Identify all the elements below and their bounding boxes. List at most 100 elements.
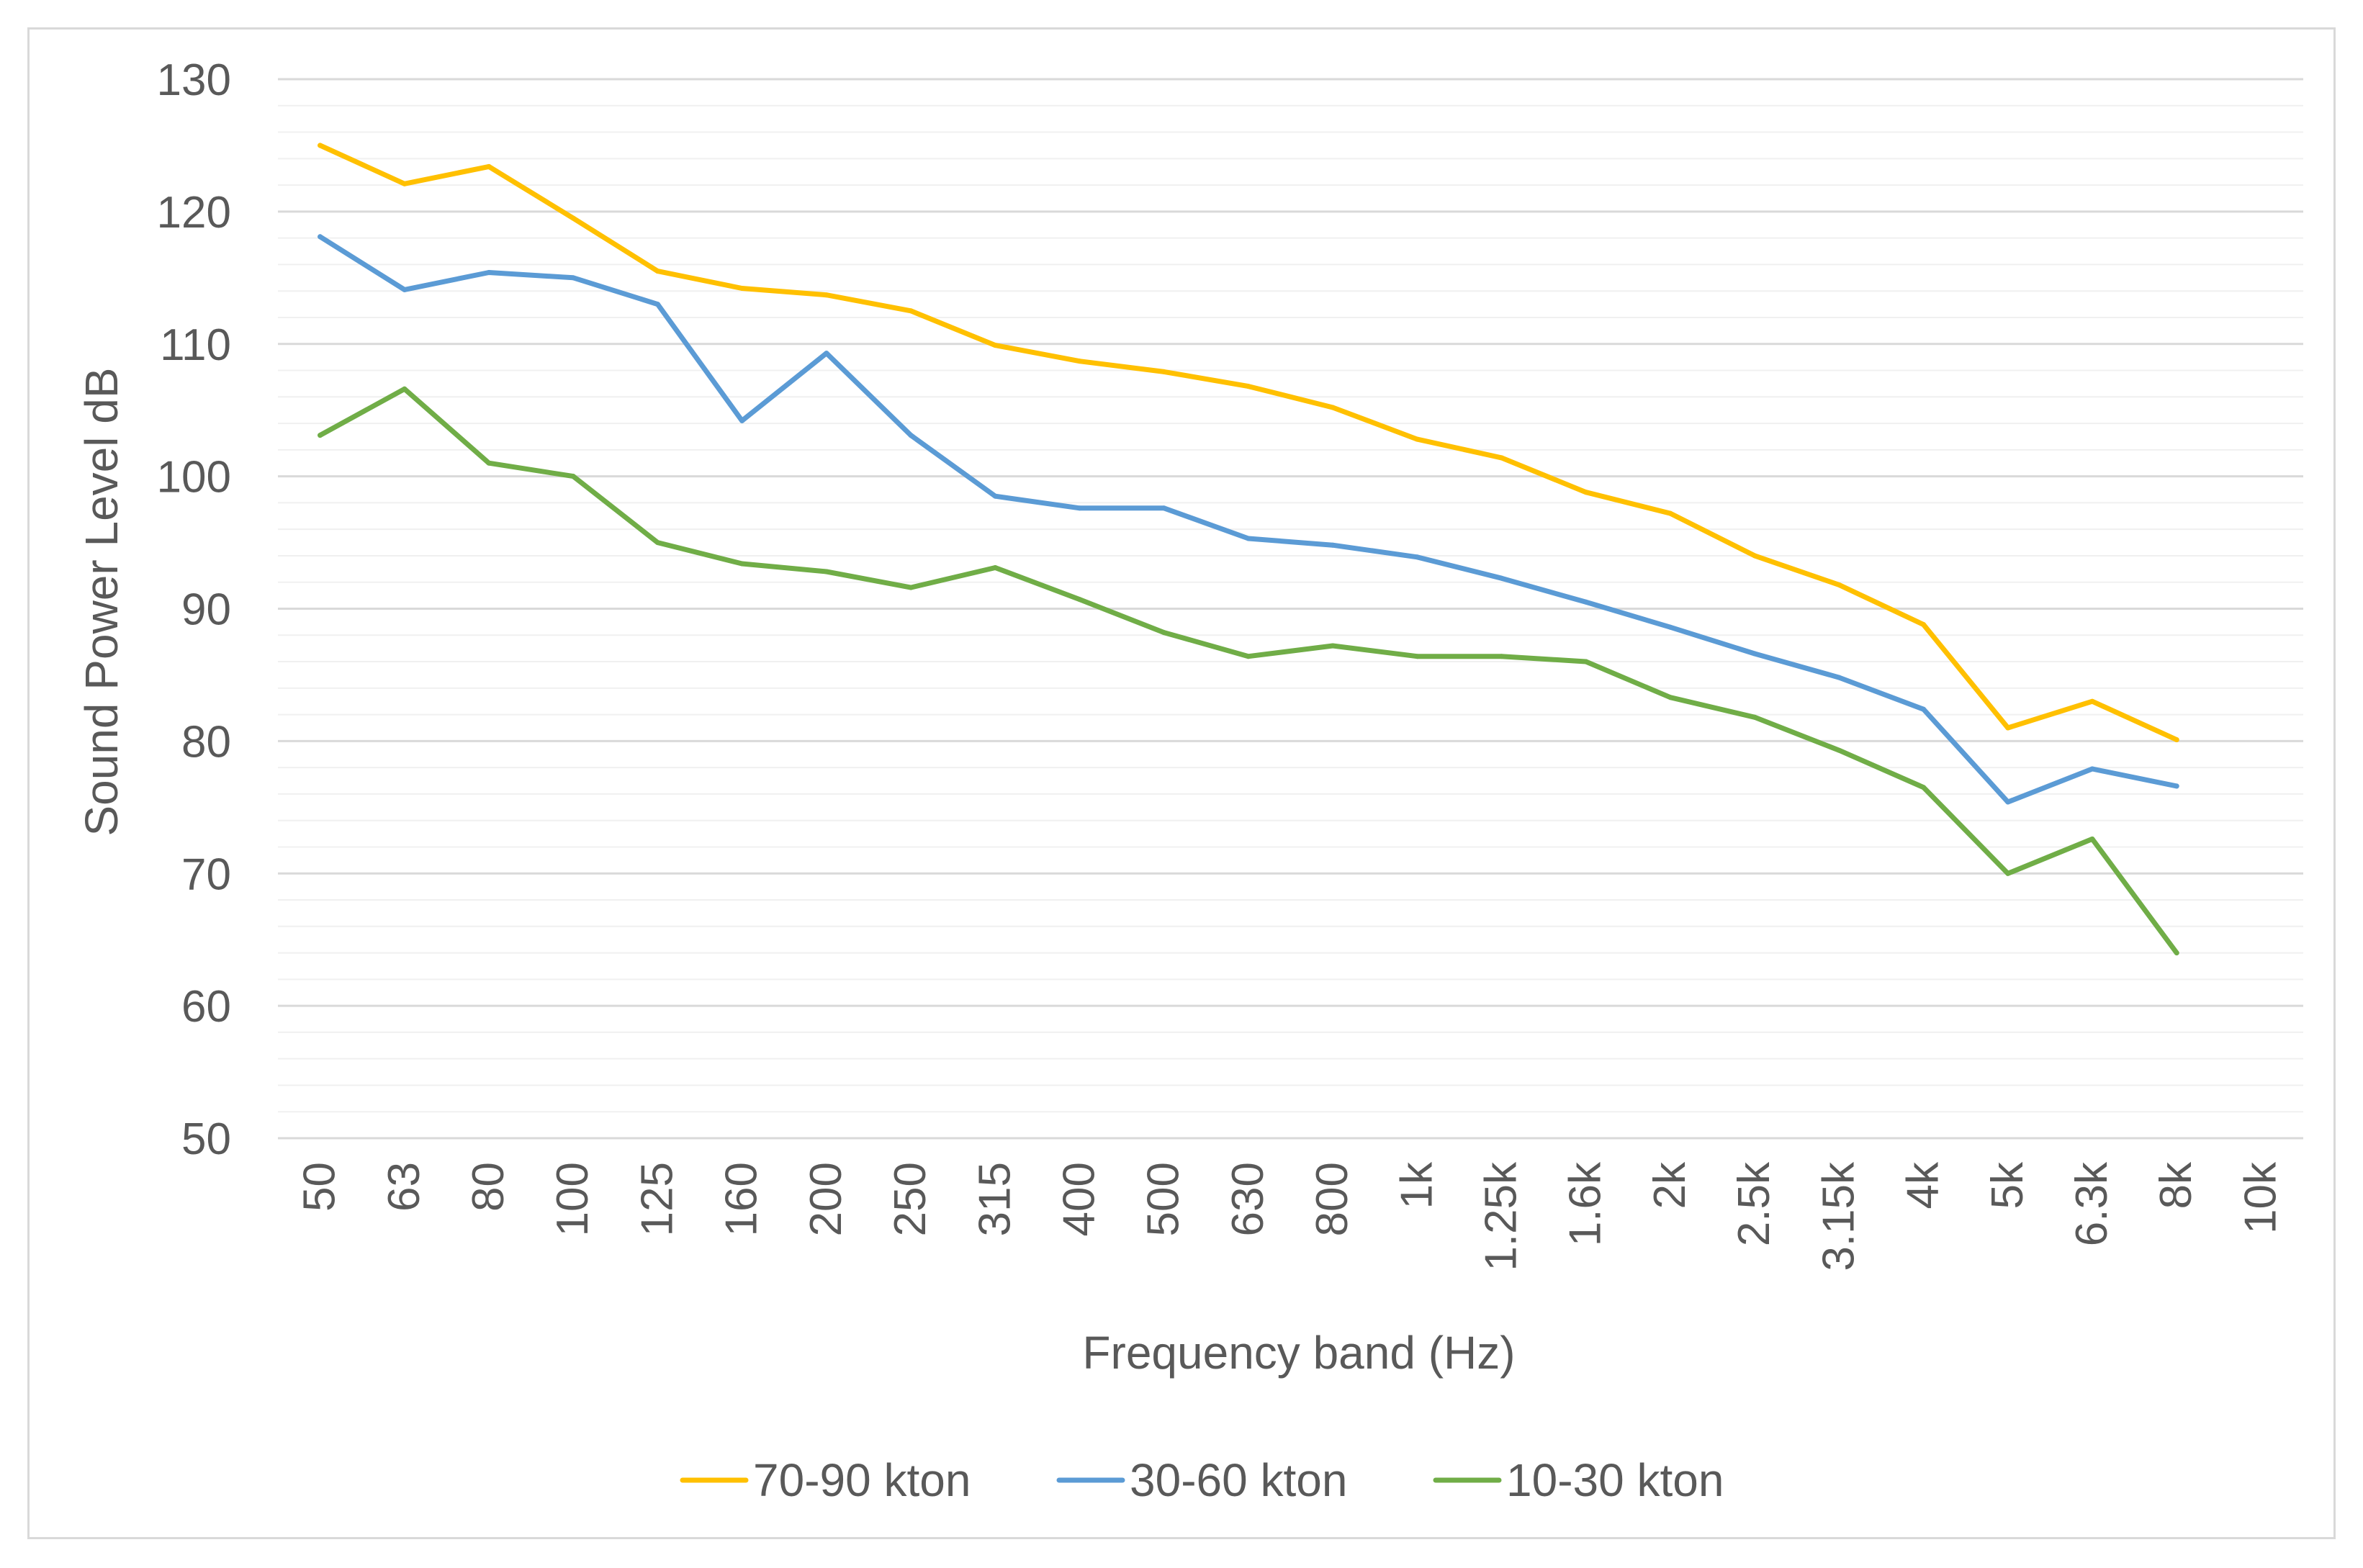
data-point (318, 433, 323, 438)
data-point (1499, 455, 1505, 461)
data-point (1667, 510, 1673, 516)
data-point (2174, 737, 2179, 743)
data-point (402, 386, 408, 392)
y-tick-label: 60 (181, 982, 231, 1032)
y-tick-label: 130 (157, 55, 231, 105)
data-point (739, 286, 745, 292)
x-tick-label: 8k (2151, 1161, 2201, 1209)
data-point (1414, 436, 1420, 442)
legend-item: 70-90 kton (680, 1454, 971, 1506)
legend: 70-90 kton 30-60 kton 10-30 kton (680, 1454, 1724, 1506)
x-tick-label: 800 (1307, 1162, 1357, 1236)
data-point (2089, 836, 2095, 842)
x-tick-label: 100 (548, 1162, 598, 1236)
series-70-90-kton (318, 143, 2179, 743)
data-point (1583, 490, 1589, 495)
data-point (2005, 799, 2011, 805)
legend-label: 10-30 kton (1506, 1454, 1724, 1506)
series-line (318, 143, 2179, 742)
x-tick-label: 200 (801, 1162, 851, 1236)
legend-label: 70-90 kton (753, 1454, 971, 1506)
data-point (908, 308, 914, 314)
x-tick-label: 1k (1392, 1161, 1441, 1209)
data-point (402, 287, 408, 292)
y-tick-label: 120 (157, 188, 231, 238)
data-point (824, 569, 829, 575)
x-tick-label: 1.25k (1477, 1161, 1526, 1271)
data-point (1330, 405, 1336, 410)
data-point (654, 269, 660, 274)
data-point (1836, 675, 1842, 680)
data-point (486, 269, 492, 275)
data-point (570, 275, 576, 281)
x-tick-label: 125 (632, 1162, 682, 1236)
data-point (318, 143, 323, 148)
data-point (1161, 369, 1167, 374)
data-point (1330, 542, 1336, 548)
data-point (992, 564, 998, 570)
series-line (318, 386, 2179, 956)
x-axis-title: Frequency band (Hz) (1082, 1327, 1515, 1379)
x-tick-label: 400 (1054, 1162, 1104, 1236)
x-tick-label: 2k (1645, 1161, 1695, 1209)
data-point (1161, 505, 1167, 511)
series-lines (318, 143, 2179, 956)
series-line (318, 234, 2179, 805)
x-tick-label: 4k (1899, 1161, 1948, 1209)
x-tick-label: 315 (970, 1162, 1020, 1236)
x-tick-label: 160 (717, 1162, 767, 1236)
data-point (570, 215, 576, 221)
data-point (2174, 950, 2179, 956)
data-point (1076, 505, 1082, 511)
x-tick-label: 5k (1983, 1161, 2033, 1209)
data-point (1667, 695, 1673, 700)
data-point (1752, 714, 1757, 720)
data-point (1076, 597, 1082, 603)
y-tick-label: 80 (181, 717, 231, 767)
data-point (1246, 654, 1251, 659)
data-point (1499, 654, 1505, 659)
legend-item: 30-60 kton (1056, 1454, 1347, 1506)
data-point (318, 234, 323, 240)
data-point (824, 292, 829, 298)
y-axis-title: Sound Power Level dB (76, 367, 127, 836)
data-point (1076, 359, 1082, 364)
data-point (908, 433, 914, 438)
data-point (1499, 575, 1505, 581)
x-tick-label: 630 (1223, 1162, 1273, 1236)
data-point (1246, 536, 1251, 541)
data-point (2005, 870, 2011, 876)
x-tick-label: 2.5k (1729, 1161, 1779, 1246)
data-point (1414, 554, 1420, 560)
data-point (1752, 651, 1757, 657)
data-point (1836, 582, 1842, 587)
data-point (1836, 747, 1842, 753)
data-point (486, 163, 492, 169)
series-30-60-kton (318, 234, 2179, 805)
data-point (992, 343, 998, 348)
y-axis-tick-labels: 50 60 70 80 90 100 110 120 130 (157, 55, 231, 1164)
data-point (1583, 659, 1589, 664)
data-point (1583, 599, 1589, 605)
x-tick-label: 1.6k (1561, 1161, 1611, 1246)
x-tick-label: 500 (1139, 1162, 1189, 1236)
data-point (1921, 785, 1927, 790)
x-tick-label: 63 (379, 1162, 429, 1212)
y-tick-label: 50 (181, 1114, 231, 1164)
x-tick-label: 250 (886, 1162, 935, 1236)
x-tick-label: 50 (295, 1162, 345, 1212)
data-point (1921, 622, 1927, 628)
data-point (992, 493, 998, 499)
y-tick-label: 90 (181, 585, 231, 635)
legend-item: 10-30 kton (1433, 1454, 1724, 1506)
data-point (1921, 706, 1927, 712)
chart-frame: 50 60 70 80 90 100 110 120 130 50 63 80 100 125 160 20… (27, 27, 2336, 1539)
data-point (654, 302, 660, 307)
data-point (1330, 643, 1336, 649)
data-point (486, 460, 492, 466)
series-10-30-kton (318, 386, 2179, 956)
gridlines (278, 78, 2303, 1140)
x-tick-label: 6.3k (2067, 1161, 2117, 1246)
data-point (908, 585, 914, 590)
x-axis-tick-labels: 50 63 80 100 125 160 200 250 315 400 500 630 800 1k 1.… (295, 1161, 2286, 1271)
